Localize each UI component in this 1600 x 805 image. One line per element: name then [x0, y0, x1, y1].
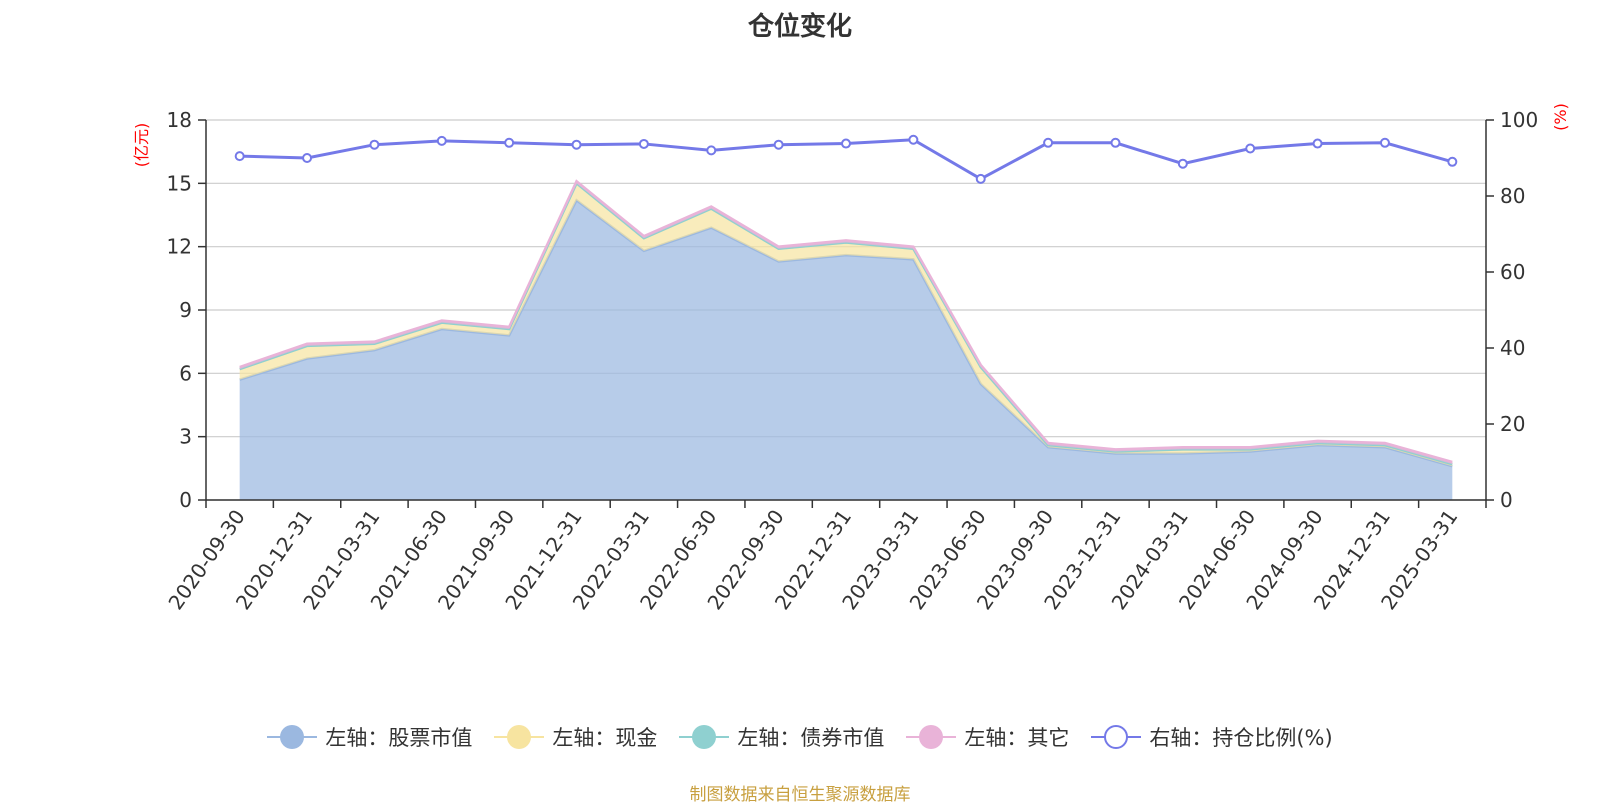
ratio-point: [841, 138, 851, 149]
right-axis-tick-label: 20: [1500, 412, 1525, 436]
ratio-point: [1110, 137, 1121, 148]
right-axis-tick-label: 0: [1500, 488, 1513, 512]
left-axis-tick-label: 0: [179, 488, 192, 512]
right-axis-unit: (%): [1551, 103, 1570, 131]
legend-item-cash[interactable]: 左轴：现金: [494, 722, 657, 752]
legend-label-other: 左轴：其它: [964, 726, 1070, 750]
legend-symbol-stock: [267, 723, 318, 751]
left-axis-tick-label: 15: [167, 171, 192, 195]
left-axis-unit: (亿元): [132, 123, 151, 168]
right-axis-tick-label: 40: [1500, 336, 1525, 360]
area-line-other: [239, 179, 1453, 464]
legend: 左轴：股票市值 左轴：现金 左轴：债券市值 左轴：其它 右轴：持仓比例(%): [0, 722, 1600, 752]
ratio-point: [1447, 156, 1458, 167]
left-axis-tick-label: 12: [167, 235, 192, 259]
legend-item-other[interactable]: 左轴：其它: [906, 722, 1069, 752]
ratio-point: [638, 138, 649, 149]
legend-label-ratio: 右轴：持仓比例(%): [1149, 726, 1333, 750]
left-axis-tick-label: 3: [179, 425, 192, 449]
legend-symbol-cash: [494, 723, 545, 751]
ratio-point: [234, 151, 245, 162]
legend-item-ratio[interactable]: 右轴：持仓比例(%): [1091, 722, 1333, 752]
ratio-point: [908, 134, 919, 145]
legend-symbol-bond: [679, 723, 730, 751]
chart-title: 仓位变化: [747, 12, 852, 42]
ratio-point: [1312, 138, 1323, 149]
ratio-point: [1245, 143, 1256, 154]
ratio-point: [773, 139, 784, 150]
ratio-point: [436, 135, 447, 146]
ratio-point: [302, 153, 313, 163]
legend-symbol-ratio: [1091, 723, 1142, 751]
legend-item-bond[interactable]: 左轴：债券市值: [679, 722, 884, 752]
ratio-point: [706, 145, 717, 156]
ratio-point: [1177, 158, 1188, 169]
left-axis-tick-label: 6: [179, 361, 192, 385]
right-axis-tick-label: 100: [1500, 108, 1538, 132]
ratio-point: [975, 173, 986, 184]
left-axis-tick-label: 9: [179, 298, 192, 322]
legend-item-stock[interactable]: 左轴：股票市值: [267, 722, 472, 752]
legend-label-stock: 左轴：股票市值: [325, 726, 473, 750]
right-axis-tick-label: 60: [1500, 260, 1525, 284]
area-stock: [239, 200, 1453, 500]
right-axis-tick-label: 80: [1500, 184, 1525, 208]
ratio-point: [369, 139, 380, 150]
legend-label-bond: 左轴：债券市值: [737, 726, 885, 750]
data-source-note: 制图数据来自恒生聚源数据库: [689, 785, 911, 805]
ratio-point: [571, 139, 582, 150]
ratio-point: [1379, 137, 1390, 148]
ratio-point: [504, 137, 515, 148]
legend-symbol-other: [906, 723, 957, 751]
left-axis-tick-label: 18: [167, 108, 192, 132]
ratio-point: [1043, 137, 1054, 148]
legend-label-cash: 左轴：现金: [552, 726, 658, 750]
